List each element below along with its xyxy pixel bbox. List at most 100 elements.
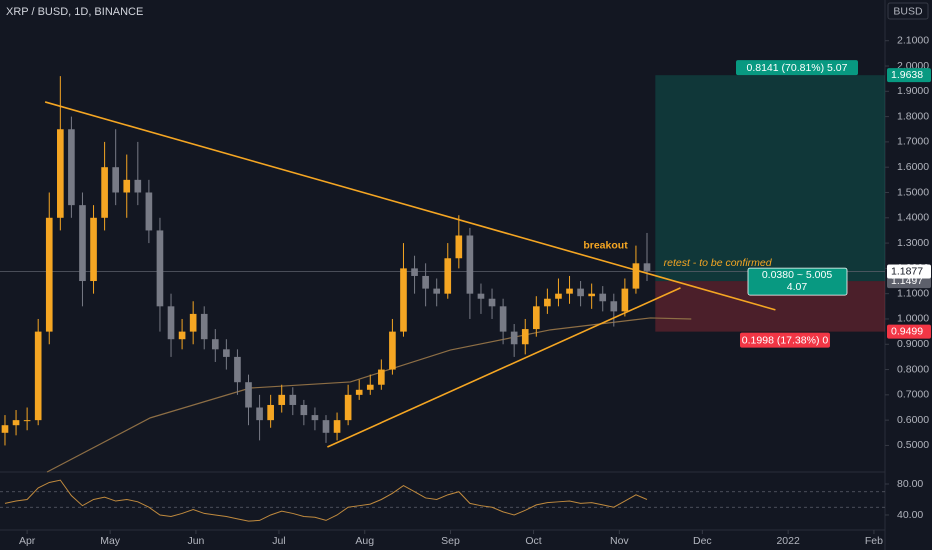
candle-body <box>344 394 352 421</box>
price-marker-box <box>887 68 931 83</box>
candle-body <box>134 179 142 193</box>
moving-average <box>46 317 692 473</box>
candle-body <box>1 425 9 433</box>
candle-body <box>23 420 31 422</box>
y-tick-label: 0.7000 <box>897 389 929 401</box>
entry-label: 4.07 <box>787 281 808 293</box>
annotation: breakout <box>583 239 628 251</box>
x-tick-label: Jul <box>272 535 285 547</box>
y-tick-label: 1.6000 <box>897 161 929 173</box>
candle-body <box>289 394 297 405</box>
price-marker-box <box>887 324 931 339</box>
y-tick-label: 1.5000 <box>897 186 929 198</box>
candle-body <box>145 192 153 231</box>
candle-body <box>433 288 441 294</box>
candle-body <box>488 298 496 307</box>
candle-body <box>378 369 385 385</box>
target-label: 0.8141 (70.81%) 5.07 <box>747 62 848 74</box>
candle-body <box>577 288 584 297</box>
candle-body <box>477 293 485 299</box>
y-tick-label: 1.9000 <box>897 85 929 97</box>
candle-body <box>422 275 429 289</box>
candle-body <box>499 306 507 332</box>
candle-body <box>178 331 186 340</box>
y-tick-label: 1.8000 <box>897 110 929 122</box>
candle-body <box>79 205 86 282</box>
candle-body <box>45 217 53 332</box>
y-tick-label: 0.5000 <box>897 439 929 451</box>
candle-body <box>366 384 374 390</box>
profit-zone <box>655 75 885 282</box>
candle-body <box>544 298 551 307</box>
x-tick-label: Jun <box>187 535 204 547</box>
candle-body <box>632 263 640 289</box>
candle-body <box>245 382 252 408</box>
x-tick-label: Oct <box>525 535 541 547</box>
target-label-box <box>736 60 858 76</box>
candle-body <box>267 404 274 421</box>
candle-body <box>643 263 651 271</box>
candle-body <box>167 306 175 340</box>
annotation: retest - to be confirmed <box>664 257 773 269</box>
trendline <box>327 287 681 448</box>
x-tick-label: May <box>100 535 121 547</box>
price-marker: 1.9638 <box>891 69 923 81</box>
trendline <box>44 101 776 311</box>
candle-body <box>278 394 286 405</box>
x-tick-label: Dec <box>693 535 712 547</box>
candle-body <box>555 293 562 299</box>
price-marker: 0.9499 <box>891 325 923 337</box>
candle-body <box>189 313 197 332</box>
candle-body <box>510 331 518 345</box>
candle-body <box>389 331 396 370</box>
candle-body <box>223 349 230 357</box>
candle-body <box>12 420 20 426</box>
candle-body <box>234 356 241 383</box>
candle-body <box>355 389 363 395</box>
y-tick-label: 1.4000 <box>897 212 929 224</box>
y-tick-label: 1.1000 <box>897 287 929 299</box>
chart-title: XRP / BUSD, 1D, BINANCE <box>6 6 143 18</box>
candle-body <box>90 217 97 282</box>
candle-body <box>610 301 618 312</box>
candle-body <box>256 407 263 421</box>
y-tick-label: 0.6000 <box>897 414 929 426</box>
entry-label-box <box>747 267 848 296</box>
y-tick-label: 1.0000 <box>897 313 929 325</box>
candle-body <box>57 129 64 218</box>
x-tick-label: Aug <box>355 535 374 547</box>
candle-body <box>532 306 540 330</box>
candle-body <box>333 420 341 433</box>
candle-body <box>566 288 573 294</box>
candle-body <box>123 179 131 193</box>
stop-label: 0.1998 (17.38%) 0 <box>742 334 829 346</box>
candle-body <box>322 420 330 433</box>
rsi-tick-label: 80.00 <box>897 478 923 490</box>
stop-label-box <box>740 332 830 348</box>
candle-body <box>400 268 407 332</box>
x-tick-label: 2022 <box>776 535 800 547</box>
y-tick-label: 1.3000 <box>897 237 929 249</box>
candle-body <box>101 167 108 218</box>
candle-body <box>599 293 607 302</box>
candle-body <box>300 404 308 416</box>
x-tick-label: Sep <box>441 535 460 547</box>
x-tick-label: Feb <box>865 535 883 547</box>
x-tick-label: Apr <box>19 535 36 547</box>
candle-body <box>411 268 418 276</box>
x-tick-label: Nov <box>610 535 629 547</box>
candle-body <box>112 167 119 193</box>
y-tick-label: 0.9000 <box>897 338 929 350</box>
candle-body <box>621 288 629 312</box>
last-price-label: 1.1877 <box>891 265 923 277</box>
candle-body <box>444 258 452 294</box>
candle-body <box>68 129 75 206</box>
candle-body <box>200 313 208 340</box>
candle-body <box>211 339 219 350</box>
y-tick-label: 0.8000 <box>897 363 929 375</box>
currency-box <box>887 2 929 20</box>
y-tick-label: 2.1000 <box>897 35 929 47</box>
candle-body <box>34 331 42 421</box>
candle-body <box>521 329 529 345</box>
